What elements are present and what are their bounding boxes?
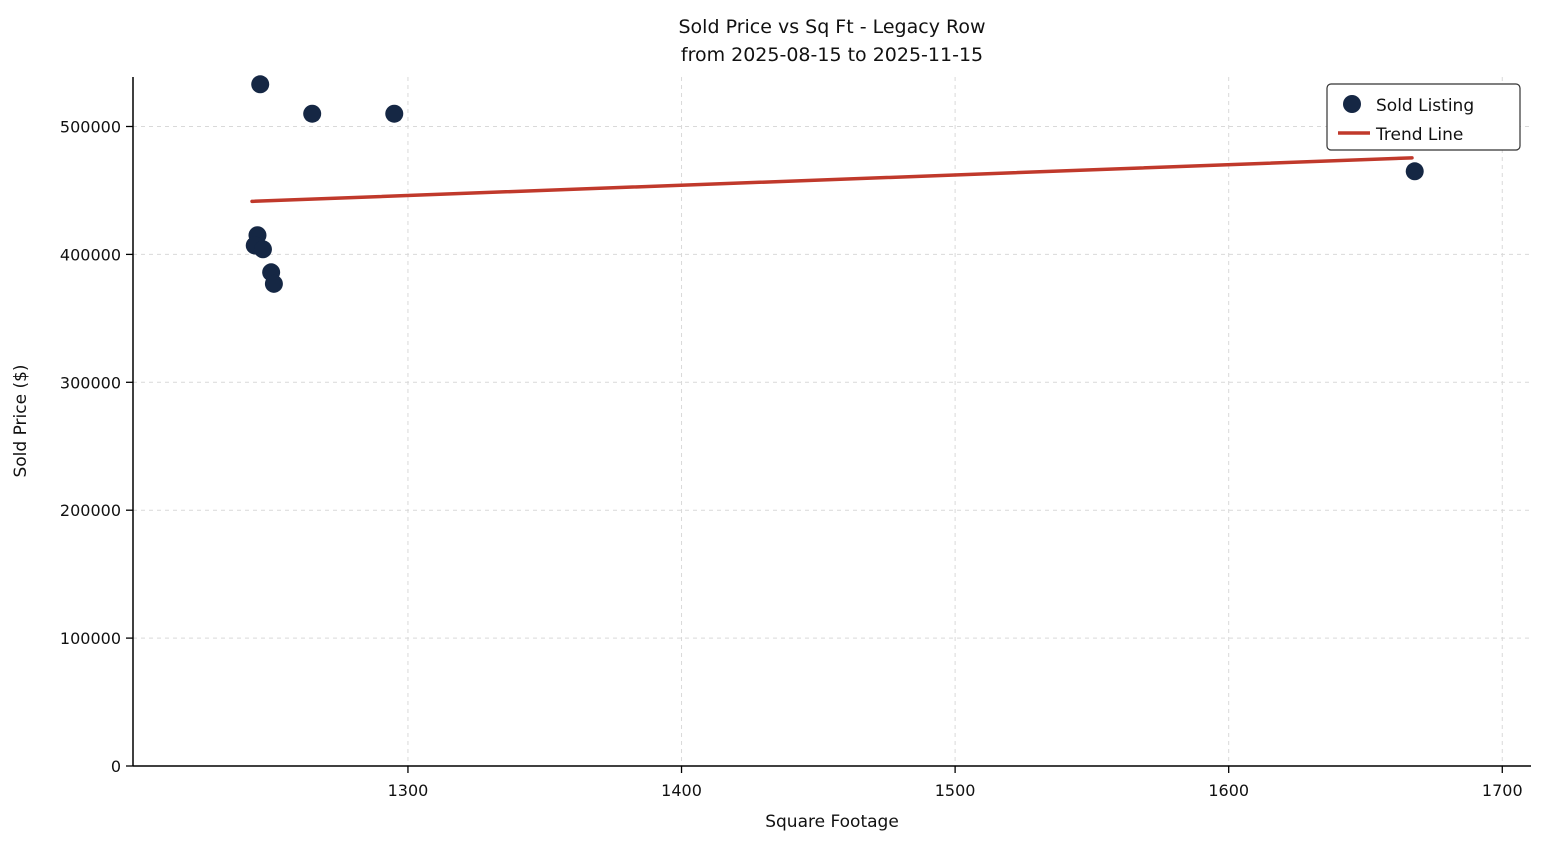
series-layer xyxy=(245,75,1424,293)
legend-marker-dot xyxy=(1343,95,1361,113)
y-tick-label: 100000 xyxy=(60,629,121,648)
y-tick-label: 400000 xyxy=(60,245,121,264)
legend-box xyxy=(1326,83,1521,151)
chart-title: Sold Price vs Sq Ft - Legacy Row xyxy=(679,16,986,38)
legend: Sold Listing Trend Line xyxy=(1326,83,1521,151)
data-point xyxy=(1405,162,1424,181)
x-tick-label: 1400 xyxy=(661,781,702,800)
y-axis-label: Sold Price ($) xyxy=(11,364,31,477)
x-tick-label: 1300 xyxy=(388,781,429,800)
data-point xyxy=(264,274,283,293)
ticks-layer xyxy=(126,125,1503,773)
chart-subtitle: from 2025-08-15 to 2025-11-15 xyxy=(681,44,983,66)
y-tick-label: 500000 xyxy=(60,117,121,136)
x-tick-label: 1500 xyxy=(935,781,976,800)
tick-labels-layer: 1300 1400 1500 1600 1700 0 100000 200000 300000 4… xyxy=(60,117,1523,800)
legend-label-sold-listing: Sold Listing xyxy=(1376,96,1474,116)
data-point xyxy=(385,104,404,123)
y-tick-label: 0 xyxy=(111,757,121,776)
data-point xyxy=(251,75,270,94)
y-tick-label: 200000 xyxy=(60,501,121,520)
legend-label-trend-line: Trend Line xyxy=(1375,125,1463,145)
data-point xyxy=(253,240,272,259)
trend-line xyxy=(250,156,1414,204)
x-axis-label: Square Footage xyxy=(765,812,899,832)
y-tick-label: 300000 xyxy=(60,373,121,392)
x-tick-label: 1600 xyxy=(1208,781,1249,800)
x-tick-label: 1700 xyxy=(1482,781,1523,800)
data-point xyxy=(303,104,322,123)
